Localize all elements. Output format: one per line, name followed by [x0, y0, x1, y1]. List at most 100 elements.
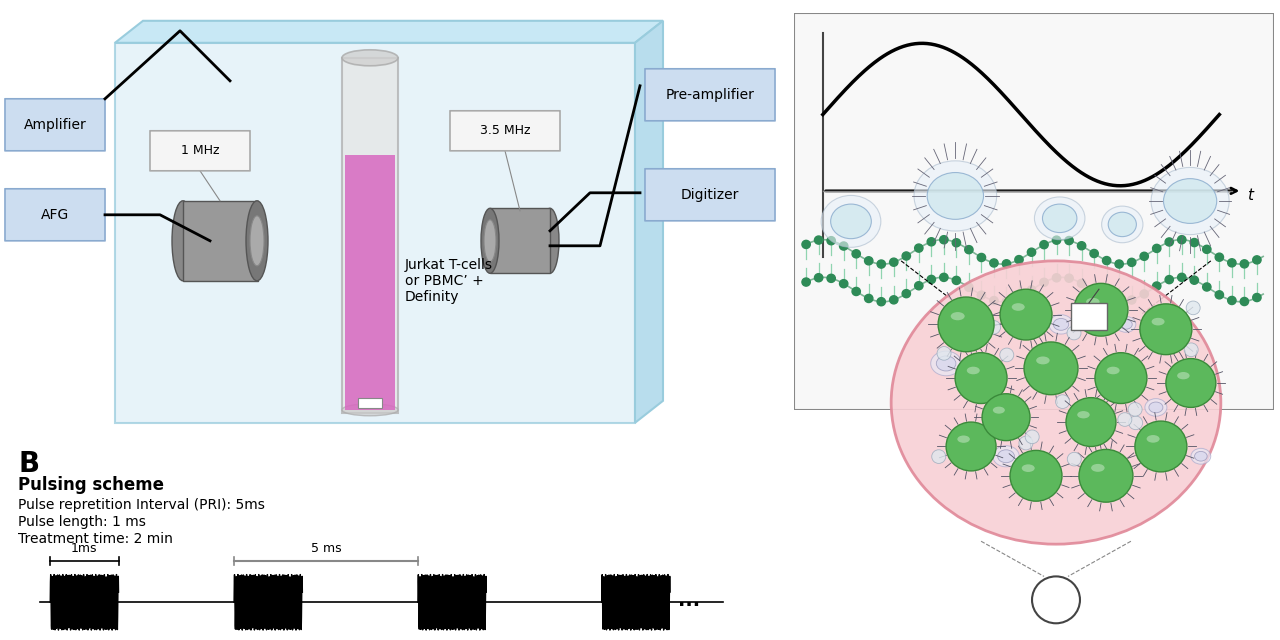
- Circle shape: [1115, 298, 1124, 306]
- Circle shape: [965, 246, 973, 253]
- Bar: [358, 398, 381, 408]
- Circle shape: [1002, 260, 1011, 268]
- Circle shape: [1240, 260, 1248, 268]
- Ellipse shape: [891, 261, 1221, 544]
- Ellipse shape: [481, 208, 499, 273]
- Circle shape: [1015, 255, 1023, 264]
- Ellipse shape: [1011, 303, 1025, 311]
- Circle shape: [1124, 328, 1138, 342]
- Circle shape: [963, 339, 977, 353]
- Text: Pulse repretition Interval (PRI): 5ms: Pulse repretition Interval (PRI): 5ms: [18, 498, 265, 512]
- Circle shape: [1217, 382, 1231, 396]
- Circle shape: [1065, 274, 1073, 282]
- Ellipse shape: [997, 450, 1015, 463]
- Ellipse shape: [1149, 402, 1164, 413]
- Circle shape: [814, 236, 823, 244]
- Ellipse shape: [993, 406, 1005, 413]
- Circle shape: [1190, 276, 1198, 284]
- Text: 3.5 MHz: 3.5 MHz: [480, 124, 530, 138]
- Circle shape: [1078, 279, 1085, 287]
- Circle shape: [1010, 451, 1062, 501]
- Bar: [1071, 303, 1107, 330]
- Circle shape: [1052, 274, 1061, 282]
- Bar: [183, 201, 259, 281]
- Circle shape: [1039, 278, 1048, 286]
- Circle shape: [977, 291, 986, 299]
- Ellipse shape: [1037, 356, 1050, 364]
- Circle shape: [1165, 238, 1174, 246]
- Ellipse shape: [1116, 316, 1135, 332]
- Text: Jurkat T-cells
or PBMC’ +
Definity: Jurkat T-cells or PBMC’ + Definity: [404, 257, 493, 304]
- Circle shape: [927, 237, 936, 246]
- Text: Treatment time: 2 min: Treatment time: 2 min: [18, 532, 173, 546]
- Text: Digitizer: Digitizer: [681, 188, 739, 202]
- Circle shape: [852, 250, 860, 258]
- FancyBboxPatch shape: [5, 99, 105, 151]
- Ellipse shape: [993, 445, 1019, 467]
- Circle shape: [902, 252, 910, 260]
- Circle shape: [1203, 245, 1211, 253]
- Circle shape: [1052, 236, 1061, 244]
- Text: 5 ms: 5 ms: [311, 541, 342, 555]
- Text: B: B: [18, 449, 40, 477]
- Circle shape: [1056, 448, 1070, 461]
- Circle shape: [1079, 449, 1133, 502]
- Circle shape: [989, 259, 998, 267]
- Polygon shape: [635, 20, 663, 423]
- Circle shape: [890, 296, 899, 304]
- Ellipse shape: [1147, 435, 1160, 443]
- Circle shape: [1116, 426, 1130, 440]
- FancyBboxPatch shape: [645, 68, 774, 121]
- Circle shape: [803, 278, 810, 286]
- Ellipse shape: [931, 351, 961, 376]
- Ellipse shape: [831, 204, 872, 239]
- Circle shape: [938, 297, 995, 352]
- Circle shape: [1115, 260, 1124, 268]
- Circle shape: [1078, 242, 1085, 250]
- Ellipse shape: [1164, 179, 1217, 223]
- Ellipse shape: [172, 201, 195, 281]
- Circle shape: [1140, 304, 1192, 355]
- Ellipse shape: [484, 220, 497, 262]
- Circle shape: [1028, 248, 1036, 256]
- Ellipse shape: [951, 312, 965, 320]
- Circle shape: [1110, 405, 1123, 419]
- Text: 1 MHz: 1 MHz: [180, 144, 219, 157]
- Circle shape: [915, 244, 923, 252]
- Ellipse shape: [1152, 318, 1165, 326]
- Text: Pulsing scheme: Pulsing scheme: [18, 476, 164, 494]
- Circle shape: [1024, 342, 1078, 395]
- Ellipse shape: [1178, 372, 1189, 380]
- Circle shape: [1074, 284, 1128, 336]
- Circle shape: [877, 260, 886, 268]
- Text: Amplifier: Amplifier: [23, 118, 86, 132]
- Circle shape: [1253, 256, 1261, 264]
- Ellipse shape: [1151, 168, 1229, 235]
- Ellipse shape: [936, 356, 956, 371]
- Text: Pulse length: 1 ms: Pulse length: 1 ms: [18, 515, 146, 529]
- Text: AFG: AFG: [41, 208, 69, 222]
- Ellipse shape: [822, 195, 881, 247]
- Circle shape: [1203, 283, 1211, 291]
- Circle shape: [1091, 287, 1098, 295]
- Text: ...: ...: [678, 591, 700, 610]
- Ellipse shape: [1102, 206, 1143, 243]
- Circle shape: [940, 273, 948, 282]
- Circle shape: [1178, 236, 1187, 244]
- Circle shape: [1128, 259, 1135, 266]
- Bar: [115, 43, 635, 423]
- Ellipse shape: [1021, 465, 1034, 472]
- Circle shape: [1166, 358, 1216, 408]
- FancyBboxPatch shape: [645, 169, 774, 221]
- Circle shape: [1102, 257, 1111, 265]
- Ellipse shape: [541, 208, 559, 273]
- Circle shape: [1015, 293, 1023, 301]
- Text: 1ms: 1ms: [72, 541, 97, 555]
- Ellipse shape: [957, 435, 970, 443]
- Circle shape: [989, 296, 998, 305]
- Circle shape: [1215, 253, 1224, 261]
- Circle shape: [1152, 282, 1161, 290]
- Circle shape: [864, 257, 873, 265]
- Circle shape: [997, 445, 1011, 459]
- Ellipse shape: [246, 201, 268, 281]
